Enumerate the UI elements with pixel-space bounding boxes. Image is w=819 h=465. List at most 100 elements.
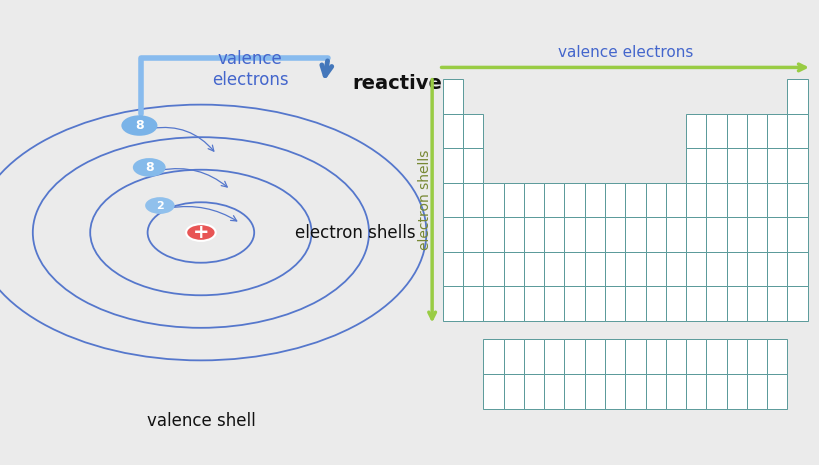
Bar <box>442 79 463 113</box>
Bar <box>563 374 584 409</box>
Bar <box>726 183 746 217</box>
Bar <box>665 183 686 217</box>
Text: valence
electrons: valence electrons <box>211 50 288 89</box>
Bar <box>604 339 624 374</box>
Text: reactive: reactive <box>352 74 442 93</box>
Bar <box>604 286 624 321</box>
Bar <box>604 217 624 252</box>
Bar <box>645 252 665 286</box>
Bar <box>705 252 726 286</box>
Bar <box>705 183 726 217</box>
Bar <box>786 217 807 252</box>
Bar <box>767 252 786 286</box>
Bar <box>686 374 705 409</box>
Bar <box>604 374 624 409</box>
Bar <box>463 252 482 286</box>
Bar <box>482 252 503 286</box>
Bar <box>503 183 523 217</box>
Bar <box>503 217 523 252</box>
Bar <box>624 339 645 374</box>
Bar <box>482 286 503 321</box>
Bar <box>463 286 482 321</box>
Bar <box>544 217 563 252</box>
Bar <box>604 183 624 217</box>
Text: electron shells: electron shells <box>417 150 432 250</box>
Bar <box>686 183 705 217</box>
Bar <box>624 374 645 409</box>
Circle shape <box>133 158 165 177</box>
Text: 8: 8 <box>135 119 143 132</box>
Bar <box>767 374 786 409</box>
Bar <box>726 374 746 409</box>
Bar <box>786 148 807 183</box>
Bar <box>665 217 686 252</box>
Bar <box>767 113 786 148</box>
Bar <box>665 286 686 321</box>
Bar <box>523 217 544 252</box>
Bar <box>442 183 463 217</box>
Bar <box>523 339 544 374</box>
Bar <box>705 148 726 183</box>
Bar <box>686 113 705 148</box>
Bar <box>645 286 665 321</box>
Bar <box>786 286 807 321</box>
Bar <box>604 252 624 286</box>
Bar <box>624 286 645 321</box>
Bar <box>786 79 807 113</box>
Bar <box>665 374 686 409</box>
Bar <box>482 339 503 374</box>
Bar <box>746 286 767 321</box>
Bar <box>442 252 463 286</box>
Bar <box>563 183 584 217</box>
Bar <box>705 217 726 252</box>
Text: valence shell: valence shell <box>147 412 255 430</box>
Bar <box>746 113 767 148</box>
Bar <box>726 148 746 183</box>
Bar <box>563 217 584 252</box>
Bar <box>767 286 786 321</box>
Bar <box>442 286 463 321</box>
Text: 8: 8 <box>145 161 153 174</box>
Bar <box>544 183 563 217</box>
Bar <box>746 183 767 217</box>
Bar <box>544 252 563 286</box>
Bar <box>746 339 767 374</box>
Bar <box>482 217 503 252</box>
Bar <box>442 217 463 252</box>
Bar <box>746 148 767 183</box>
Text: +: + <box>192 223 209 242</box>
Bar <box>786 183 807 217</box>
Bar <box>523 183 544 217</box>
Bar <box>686 217 705 252</box>
Bar <box>442 148 463 183</box>
Bar <box>463 148 482 183</box>
Bar <box>503 374 523 409</box>
Bar <box>584 339 604 374</box>
Bar <box>645 183 665 217</box>
Bar <box>503 252 523 286</box>
Bar <box>584 374 604 409</box>
Bar <box>523 374 544 409</box>
Bar <box>746 217 767 252</box>
Bar <box>645 374 665 409</box>
Circle shape <box>145 197 174 214</box>
Bar <box>584 286 604 321</box>
Bar <box>645 217 665 252</box>
Bar <box>705 374 726 409</box>
Bar <box>686 286 705 321</box>
Bar <box>503 339 523 374</box>
Bar <box>767 339 786 374</box>
Text: electron shells: electron shells <box>295 224 415 241</box>
Bar <box>563 252 584 286</box>
Bar <box>463 183 482 217</box>
Bar <box>563 339 584 374</box>
Bar <box>786 252 807 286</box>
Bar <box>705 113 726 148</box>
Bar <box>624 183 645 217</box>
Bar <box>584 217 604 252</box>
Bar <box>482 374 503 409</box>
Bar <box>705 339 726 374</box>
Bar <box>726 113 746 148</box>
Bar <box>624 217 645 252</box>
Circle shape <box>186 224 215 241</box>
